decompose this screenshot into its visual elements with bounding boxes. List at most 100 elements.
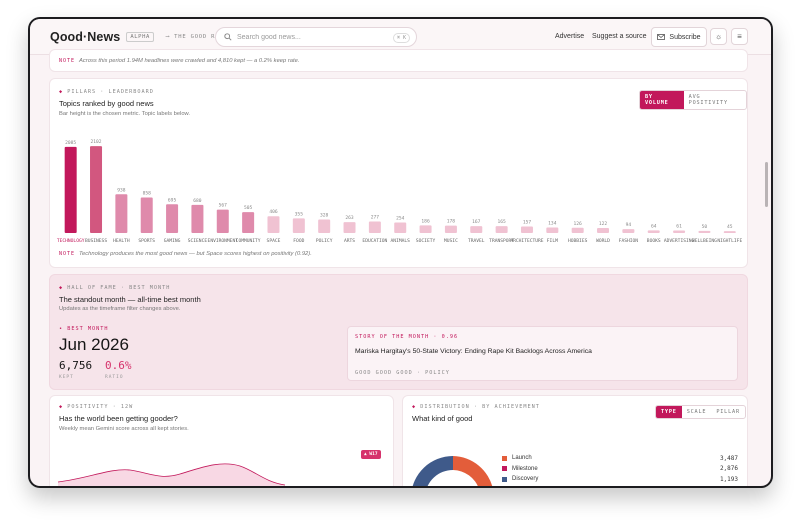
bar-health[interactable]	[115, 194, 128, 233]
bar-fashion[interactable]	[622, 229, 635, 233]
bar-hobbies[interactable]	[571, 227, 584, 233]
brand-logo[interactable]: Qood·News	[50, 29, 121, 44]
bar-society[interactable]	[419, 225, 432, 233]
bar-science[interactable]	[191, 204, 204, 233]
advertise-link[interactable]: Advertise	[555, 33, 585, 40]
kept-value: 6,756	[59, 359, 93, 372]
legend-value: 2,876	[719, 465, 738, 472]
bar-category-label: ENVIRONMENT	[208, 238, 239, 244]
pillars-subtitle: Bar height is the chosen metric. Topic l…	[59, 111, 191, 117]
bar-space[interactable]	[267, 216, 280, 233]
bar-category-label: HOBBIES	[568, 238, 588, 244]
bar-policy[interactable]	[318, 219, 331, 233]
bar-category-label: FOOD	[293, 238, 304, 244]
hall-eyebrow: ◆ HALL OF FAME · BEST MONTH	[59, 285, 171, 291]
bar-architecture[interactable]	[520, 226, 533, 233]
bar-category-label: ARCHITECTURE	[510, 238, 543, 244]
story-title[interactable]: Mariska Hargitay's 50-State Victory: End…	[355, 348, 592, 355]
positivity-eyebrow: ◆ POSITIVITY · 12W	[59, 404, 134, 410]
bar-category-label: SCIENCE	[188, 238, 208, 244]
menu-icon: ≡	[737, 32, 742, 41]
diamond-icon: ◆	[59, 89, 64, 95]
best-month-label: • BEST MONTH	[59, 326, 109, 332]
bar-value-label: 61	[676, 223, 682, 229]
type-tab[interactable]: TYPE	[656, 406, 682, 418]
distribution-toggle: TYPE SCALE PILLAR	[655, 405, 746, 419]
legend-label: Launch	[512, 455, 532, 461]
bar-animals[interactable]	[394, 222, 407, 233]
scale-tab[interactable]: SCALE	[686, 409, 707, 415]
best-month-value: Jun 2026	[59, 335, 129, 354]
bar-food[interactable]	[292, 218, 305, 233]
bar-category-label: BOOKS	[647, 238, 661, 244]
bar-category-label: SPORTS	[138, 238, 155, 244]
bar-wellbeing[interactable]	[698, 230, 711, 233]
ratio-value: 0.6%	[105, 359, 132, 372]
bar-world[interactable]	[597, 227, 610, 233]
subscribe-label: Subscribe	[669, 33, 701, 41]
bar-value-label: 50	[702, 224, 708, 230]
bar-film[interactable]	[546, 227, 559, 233]
legend-item[interactable]: Launch 3,487	[502, 453, 738, 463]
bar-business[interactable]	[90, 146, 103, 233]
legend-value: 1,193	[719, 475, 738, 483]
bar-advertising[interactable]	[673, 230, 686, 233]
search-shortcut: ⌘ K	[392, 33, 410, 43]
pillars-note: NOTE Technology produces the most good ne…	[59, 251, 312, 257]
theme-toggle-button[interactable]: ☼	[710, 28, 727, 45]
legend-label: Milestone	[512, 465, 538, 472]
bar-gaming[interactable]	[166, 204, 179, 233]
bar-value-label: 165	[497, 219, 506, 225]
bar-community[interactable]	[242, 212, 255, 233]
bar-value-label: 186	[421, 218, 430, 224]
search-input[interactable]	[237, 33, 387, 41]
overview-card: NOTE Across this period 1.94M headlines w…	[49, 49, 748, 72]
distribution-title: What kind of good	[412, 414, 473, 423]
bar-category-label: MUSIC	[444, 238, 458, 244]
mail-icon	[657, 34, 666, 40]
bar-arts[interactable]	[343, 222, 356, 233]
story-of-month[interactable]: STORY OF THE MONTH · 0.96 Mariska Hargit…	[347, 326, 738, 381]
bar-value-label: 406	[269, 209, 278, 215]
scrollbar-thumb[interactable]	[765, 162, 768, 207]
bar-books[interactable]	[647, 230, 660, 233]
suggest-source-link[interactable]: Suggest a source	[592, 33, 647, 40]
bar-category-label: HEALTH	[113, 238, 130, 244]
legend-value: 3,487	[719, 454, 738, 462]
bar-environment[interactable]	[216, 209, 229, 233]
distribution-card: ◆ DISTRIBUTION · BY ACHIEVEMENT What kin…	[402, 395, 748, 486]
bar-value-label: 277	[371, 215, 380, 221]
bar-sports[interactable]	[140, 197, 153, 233]
bar-value-label: 328	[320, 212, 329, 218]
bar-education[interactable]	[368, 221, 381, 233]
bar-value-label: 695	[168, 197, 177, 203]
bar-category-label: WORLD	[596, 238, 610, 244]
legend-item[interactable]: Milestone 2,876	[502, 464, 738, 474]
by-volume-tab[interactable]: BY VOLUME	[640, 91, 684, 109]
legend-item[interactable]: Discovery 1,193	[502, 474, 738, 484]
bar-category-label: FASHION	[619, 238, 639, 244]
bar-category-label: FILM	[547, 238, 558, 244]
pillar-tab[interactable]: PILLAR	[716, 409, 740, 415]
subscribe-button[interactable]: Subscribe	[651, 27, 707, 47]
bar-transport[interactable]	[495, 226, 508, 233]
bar-technology[interactable]	[64, 146, 77, 233]
bar-category-label: WELLBEING	[692, 238, 717, 244]
note-text: Across this period 1.94M headlines were …	[79, 58, 300, 64]
bar-value-label: 167	[472, 219, 481, 225]
search-bar[interactable]: ⌘ K	[215, 27, 417, 47]
positivity-title: Has the world been getting gooder?	[59, 414, 178, 423]
bar-travel[interactable]	[470, 226, 483, 233]
bar-value-label: 45	[727, 224, 733, 230]
bar-category-label: POLICY	[316, 238, 333, 244]
legend-label: Discovery	[512, 476, 539, 482]
bar-music[interactable]	[444, 225, 457, 233]
menu-button[interactable]: ≡	[731, 28, 748, 45]
bar-value-label: 567	[219, 203, 228, 209]
bar-value-label: 94	[626, 222, 632, 228]
positivity-subtitle: Weekly mean Gemini score across all kept…	[59, 426, 189, 432]
bar-nightlife[interactable]	[723, 231, 736, 233]
avg-positivity-tab[interactable]: AVG POSITIVITY	[688, 94, 728, 106]
legend-item[interactable]: Expansion1,096	[502, 485, 738, 487]
positivity-area-chart	[57, 463, 286, 486]
